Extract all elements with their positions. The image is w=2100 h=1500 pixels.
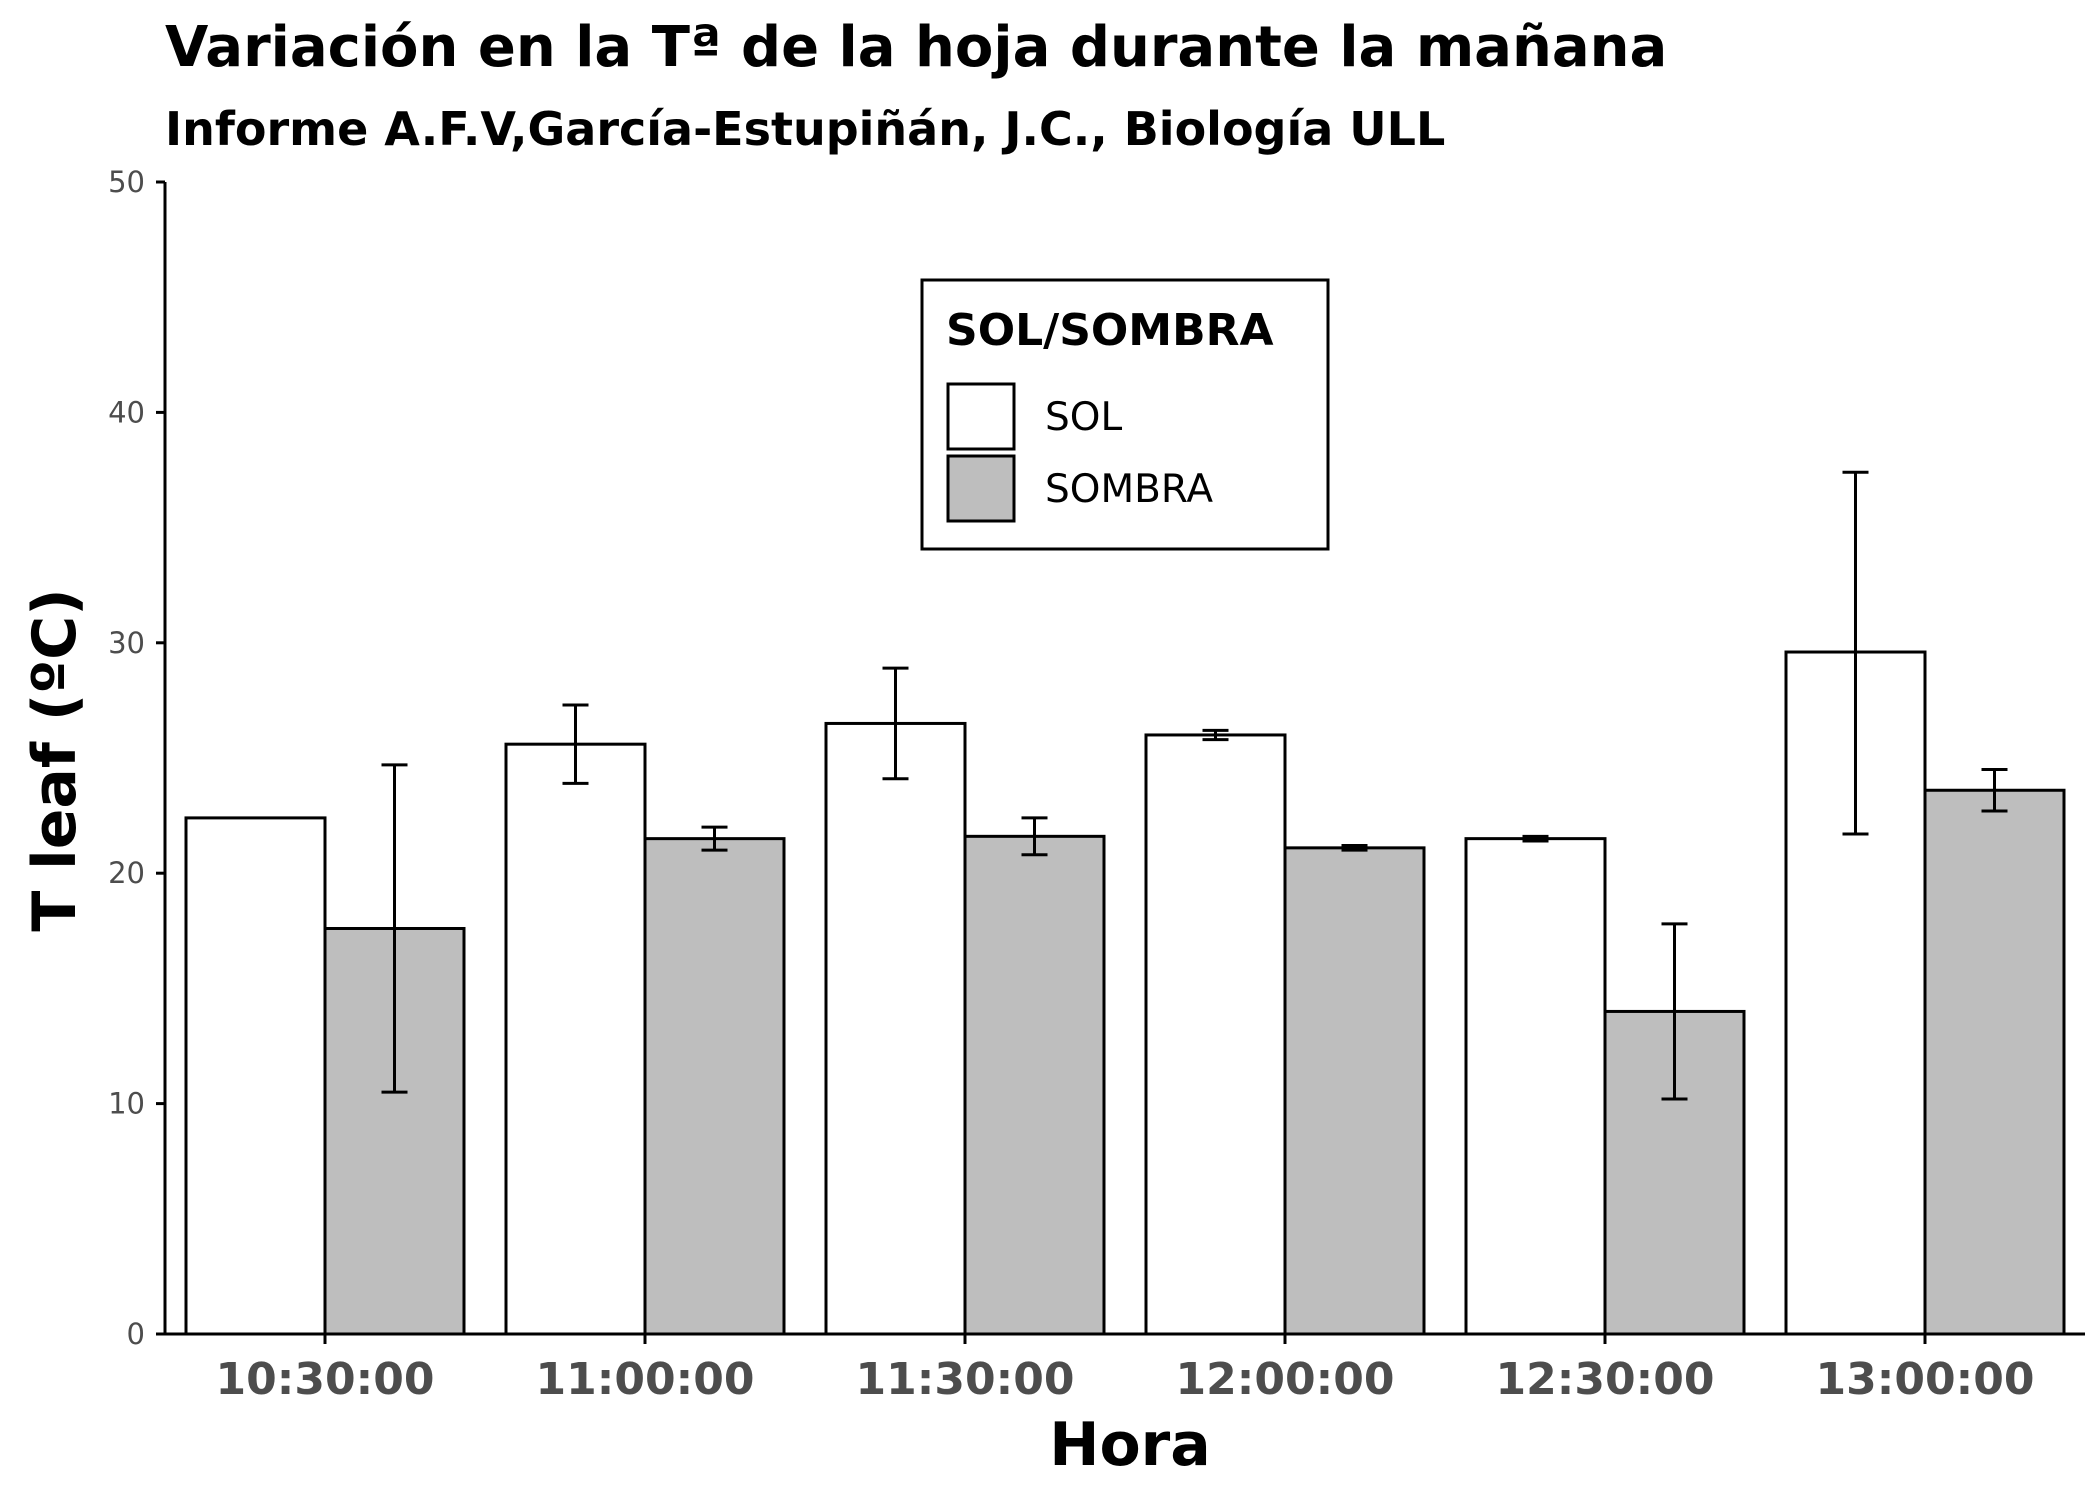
- bar-sombra-11:00:00: [643, 837, 786, 1336]
- x-axis-title: Hora: [1049, 1410, 1211, 1480]
- bar-sol-11:30:00: [824, 721, 967, 1336]
- y-tick-label: 10: [108, 1087, 145, 1121]
- bar-sol-11:00:00: [504, 742, 647, 1336]
- y-tick-label: 0: [127, 1317, 145, 1351]
- x-tick-label: 11:30:00: [856, 1354, 1075, 1405]
- bar-sol-12:00:00: [1144, 733, 1287, 1336]
- errorbar-sombra-11:00:00: [701, 825, 728, 852]
- errorbar-sol-13:00:00: [1842, 470, 1869, 836]
- x-tick-label: 12:30:00: [1496, 1354, 1715, 1405]
- y-axis-title: T leaf (ºC): [20, 588, 90, 931]
- bar-sombra-12:00:00: [1283, 846, 1426, 1336]
- chart-subtitle: Informe A.F.V,García-Estupiñán, J.C., Bi…: [165, 102, 1445, 156]
- legend-label-sol: SOL: [1045, 395, 1122, 440]
- legend-label-sombra: SOMBRA: [1045, 467, 1213, 512]
- y-tick-label: 50: [108, 165, 145, 199]
- bar-sombra-11:30:00: [963, 834, 1106, 1336]
- legend-swatch-sol: [946, 382, 1016, 451]
- errorbar-sombra-10:30:00: [381, 763, 408, 1094]
- error-bars-group: [381, 470, 2008, 1101]
- legend-swatch-sombra: [946, 454, 1016, 523]
- errorbar-sombra-12:30:00: [1661, 922, 1688, 1101]
- bar-sombra-13:00:00: [1923, 788, 2066, 1336]
- y-tick-label: 40: [108, 395, 145, 429]
- x-tick-label: 11:00:00: [536, 1354, 755, 1405]
- bars-group: [184, 650, 2066, 1336]
- y-tick-label: 20: [108, 856, 145, 890]
- legend-title: SOL/SOMBRA: [946, 305, 1274, 356]
- errorbar-sombra-11:30:00: [1021, 816, 1048, 857]
- errorbar-sol-11:30:00: [882, 666, 909, 781]
- x-tick-label: 13:00:00: [1816, 1354, 2035, 1405]
- axes-group: 10:30:00 11:00:00 11:30:00 12:00:00 12:30:00…: [108, 165, 2085, 1405]
- legend: SOL/SOMBRA SOL SOMBRA: [920, 278, 1330, 551]
- errorbar-sol-12:00:00: [1202, 728, 1229, 742]
- errorbar-sombra-12:00:00: [1341, 844, 1368, 852]
- x-tick-label: 10:30:00: [216, 1354, 435, 1405]
- y-tick-label: 30: [108, 626, 145, 660]
- errorbar-sombra-13:00:00: [1981, 768, 2008, 813]
- x-tick-label: 12:00:00: [1176, 1354, 1395, 1405]
- bar-sol-12:30:00: [1464, 837, 1607, 1336]
- chart-title: Variación en la Tª de la hoja durante la…: [165, 15, 1667, 80]
- bar-sol-10:30:00: [184, 816, 327, 1336]
- errorbar-sol-12:30:00: [1522, 834, 1549, 843]
- errorbar-sol-11:00:00: [562, 703, 589, 785]
